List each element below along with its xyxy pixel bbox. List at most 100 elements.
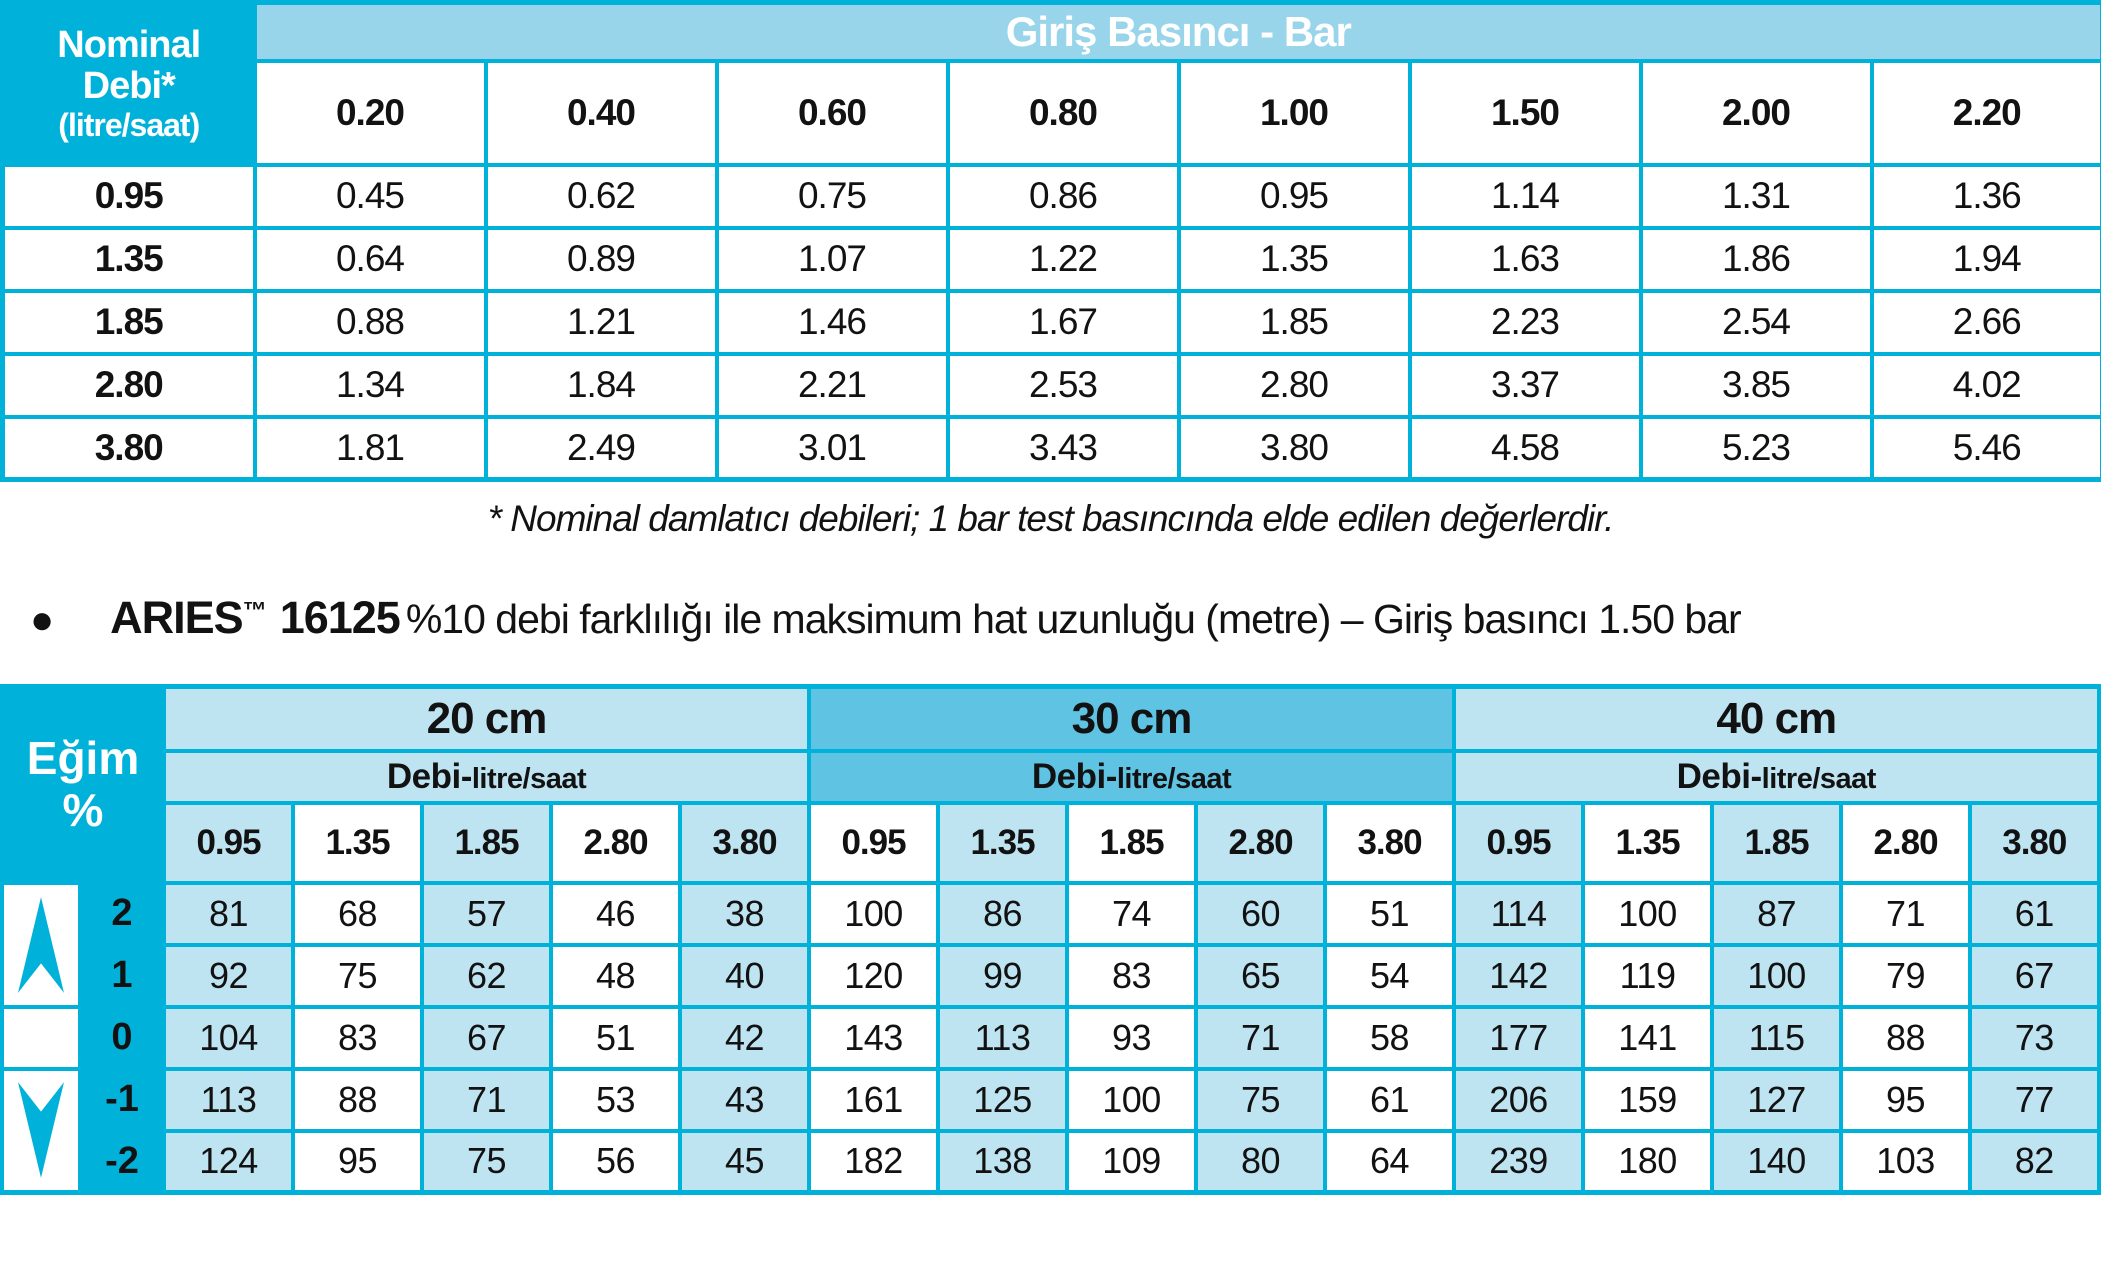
nominal-flow-header-line1: Nominal (57, 24, 201, 67)
length-value-cell: 100 (1710, 942, 1844, 1009)
length-value-cell: 61 (1968, 880, 2101, 947)
length-value-cell: 46 (549, 880, 682, 947)
debi-subheader-20cm: Debi-litre/saat (161, 748, 812, 805)
bullet-icon: ● (30, 598, 55, 642)
debi-label: Debi- (386, 756, 473, 796)
flow-value-cell: 4.02 (1869, 351, 2101, 419)
flow-column-header: 1.85 (420, 800, 553, 885)
nominal-flow-row-label: 1.85 (0, 288, 257, 356)
length-value-cell: 65 (1194, 942, 1328, 1009)
pressure-column-header: 0.40 (483, 58, 719, 167)
flow-value-cell: 1.14 (1407, 162, 1643, 230)
flow-value-cell: 1.67 (945, 288, 1181, 356)
flow-value-cell: 3.80 (1176, 414, 1412, 482)
length-value-cell: 68 (291, 880, 424, 947)
flow-column-header: 1.35 (291, 800, 424, 885)
flow-value-cell: 5.23 (1638, 414, 1874, 482)
nominal-flow-row-label: 3.80 (0, 414, 257, 482)
flow-value-cell: 1.36 (1869, 162, 2101, 230)
length-value-cell: 113 (936, 1004, 1070, 1071)
length-value-cell: 82 (1968, 1128, 2101, 1195)
length-value-cell: 140 (1710, 1128, 1844, 1195)
flow-columns-row: 0.95 1.35 1.85 2.80 3.80 0.95 1.35 1.85 2.80 3.80… (2, 800, 2101, 885)
table-row: 1.85 0.88 1.21 1.46 1.67 1.85 2.23 2.54 2.66 (0, 288, 2101, 356)
length-value-cell: 109 (1065, 1128, 1199, 1195)
length-value-cell: 143 (807, 1004, 941, 1071)
debi-unit-label: litre/saat (471, 762, 587, 795)
nominal-flow-row-label: 0.95 (0, 162, 257, 230)
down-arrow-icon (18, 1082, 64, 1179)
table-row: 3.80 1.81 2.49 3.01 3.43 3.80 4.58 5.23 5.46 (0, 414, 2101, 482)
length-value-cell: 62 (420, 942, 553, 1009)
length-value-cell: 58 (1323, 1004, 1457, 1071)
flow-column-header: 2.80 (549, 800, 682, 885)
flow-value-cell: 0.62 (483, 162, 719, 230)
trademark-icon: ™ (242, 597, 267, 625)
length-value-cell: 99 (936, 942, 1070, 1009)
flow-value-cell: 0.88 (252, 288, 488, 356)
flow-value-cell: 0.75 (714, 162, 950, 230)
spacing-sections-row: Eğim % 20 cm 30 cm 40 cm (0, 684, 2101, 885)
pressure-column-header: 2.20 (1869, 58, 2101, 167)
length-value-cell: 75 (420, 1128, 553, 1195)
flow-column-header: 0.95 (807, 800, 941, 885)
flow-column-header: 3.80 (1323, 800, 1457, 885)
length-value-cell: 95 (1839, 1066, 1973, 1133)
length-value-cell: 51 (1323, 880, 1457, 947)
length-value-cell: 43 (677, 1066, 812, 1133)
table-row: -2 124 95 75 56 45 182 138 109 80 64 239 180 140 103 82 (2, 1128, 2101, 1195)
slope-value: 0 (78, 1004, 166, 1071)
length-value-cell: 86 (936, 880, 1070, 947)
bullet-text: ARIES™ 16125 %10 debi farklılığı ile maksi… (110, 592, 1742, 644)
slope-header-line2: % (62, 783, 104, 836)
flow-value-cell: 0.86 (945, 162, 1181, 230)
length-value-cell: 180 (1581, 1128, 1715, 1195)
length-value-cell: 88 (1839, 1004, 1973, 1071)
footnote-text: * Nominal damlatıcı debileri; 1 bar test… (487, 498, 1615, 539)
length-value-cell: 42 (677, 1004, 812, 1071)
flow-column-header: 2.80 (1839, 800, 1973, 885)
table-row: 2 81 68 57 46 38 100 86 74 60 51 114 100 87 71 61 (0, 880, 2101, 1009)
slope-header-line1: Eğim (26, 732, 140, 785)
length-value-cell: 79 (1839, 942, 1973, 1009)
flow-column-header: 1.35 (1581, 800, 1715, 885)
length-value-cell: 71 (1194, 1004, 1328, 1071)
flow-value-cell: 3.01 (714, 414, 950, 482)
nominal-flow-header-unit: (litre/saat) (58, 106, 200, 143)
slope-value: -1 (78, 1066, 166, 1133)
flow-value-cell: 1.81 (252, 414, 488, 482)
flow-value-cell: 5.46 (1869, 414, 2101, 482)
slope-value: 1 (78, 942, 166, 1009)
flow-value-cell: 1.35 (1176, 225, 1412, 293)
slope-value: -2 (78, 1128, 166, 1195)
table-row: 1.35 0.64 0.89 1.07 1.22 1.35 1.63 1.86 1.94 (0, 225, 2101, 293)
max-line-length-table: Eğim % 20 cm 30 cm 40 cm Debi-litre/saat… (0, 684, 2101, 1195)
section-header-40cm: 40 cm (1452, 684, 2101, 753)
section-header-20cm: 20 cm (161, 684, 812, 753)
section-header-30cm: 30 cm (807, 684, 1457, 753)
flow-value-cell: 2.49 (483, 414, 719, 482)
length-value-cell: 125 (936, 1066, 1070, 1133)
flow-value-cell: 0.64 (252, 225, 488, 293)
flow-value-cell: 2.66 (1869, 288, 2101, 356)
length-value-cell: 88 (291, 1066, 424, 1133)
length-value-cell: 60 (1194, 880, 1328, 947)
pressure-column-header: 0.20 (252, 58, 488, 167)
flow-value-cell: 1.46 (714, 288, 950, 356)
debi-unit-label: litre/saat (1761, 762, 1877, 795)
debi-subheader-40cm: Debi-litre/saat (1452, 748, 2101, 805)
pressure-column-header: 0.80 (945, 58, 1181, 167)
length-value-cell: 239 (1452, 1128, 1586, 1195)
length-value-cell: 206 (1452, 1066, 1586, 1133)
flow-column-header: 0.95 (1452, 800, 1586, 885)
product-brand: ARIES (110, 592, 244, 643)
length-value-cell: 75 (291, 942, 424, 1009)
nominal-flow-header: Nominal Debi* (litre/saat) (0, 0, 257, 167)
length-value-cell: 141 (1581, 1004, 1715, 1071)
debi-subheader-row: Debi-litre/saat Debi-litre/saat Debi-lit… (2, 748, 2101, 805)
table-row: 1 92 75 62 48 40 120 99 83 65 54 142 119 100 79 67 (2, 942, 2101, 1009)
length-value-cell: 87 (1710, 880, 1844, 947)
debi-subheader-30cm: Debi-litre/saat (807, 748, 1457, 805)
length-value-cell: 56 (549, 1128, 682, 1195)
flow-value-cell: 1.31 (1638, 162, 1874, 230)
